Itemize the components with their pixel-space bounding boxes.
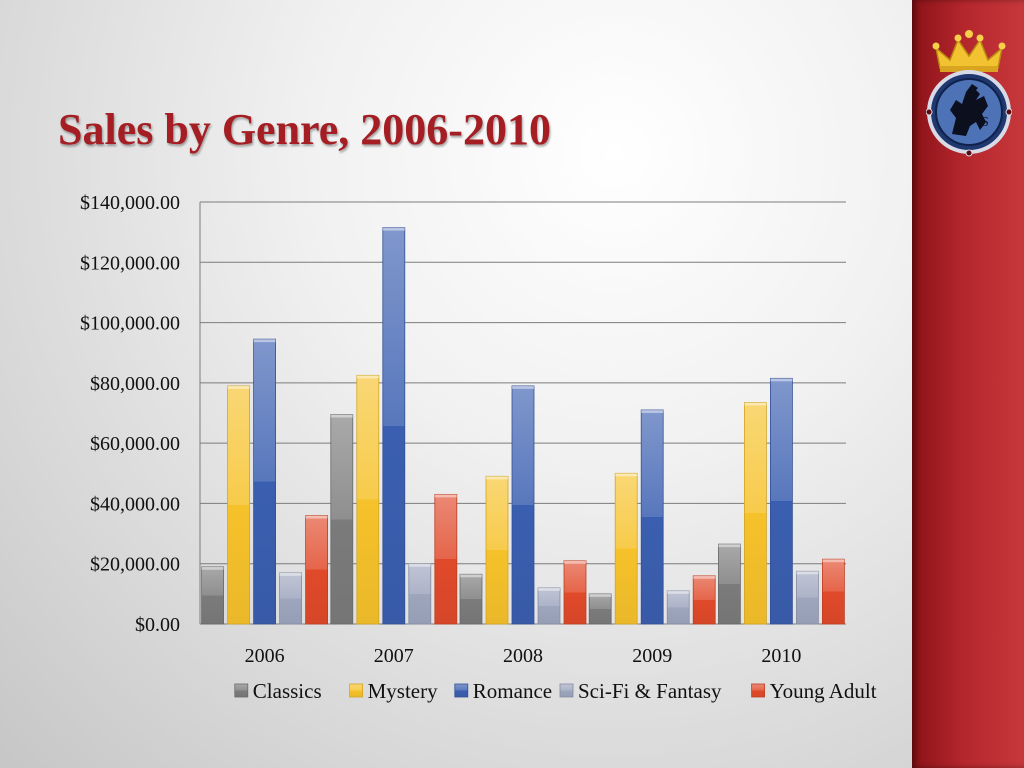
legend-swatch — [349, 683, 364, 698]
bar-young-adult-2007 — [434, 493, 458, 625]
x-tick-label: 2008 — [503, 645, 543, 667]
bar-classics-2008 — [459, 573, 483, 625]
legend-label: Sci-Fi & Fantasy — [578, 679, 722, 703]
bar-sci-fi-fantasy-2007 — [408, 563, 432, 625]
bar-highlight — [564, 560, 586, 564]
bar-highlight — [279, 572, 302, 576]
bar-highlight — [641, 409, 664, 413]
bar-highlight — [227, 385, 250, 389]
bar-romance-2006 — [253, 338, 277, 625]
legend-item-mystery: Mystery — [349, 679, 438, 703]
legend-swatch — [751, 683, 765, 698]
legend-swatch — [559, 683, 574, 698]
x-tick-label: 2009 — [632, 645, 672, 667]
bar-highlight — [770, 378, 793, 382]
legend-item-romance: Romance — [454, 679, 552, 703]
bar-highlight — [693, 575, 716, 579]
bar-highlight — [486, 476, 508, 480]
x-tick-label: 2007 — [374, 645, 414, 667]
bar-highlight — [434, 494, 457, 498]
bar-highlight — [667, 590, 690, 594]
slide: Sales by Genre, 2006-2010 $0.00 $20,000.0… — [58, 105, 877, 703]
griffin-crest-icon: S — [926, 30, 1012, 157]
bar-highlight — [330, 414, 353, 418]
bar-sci-fi-fantasy-2009 — [666, 590, 690, 625]
y-tick-label: $120,000.00 — [80, 252, 180, 274]
svg-text:S: S — [981, 115, 989, 130]
bar-classics-2010 — [718, 543, 741, 625]
bar-highlight — [512, 385, 534, 389]
legend-item-young-adult: Young Adult — [751, 679, 877, 703]
y-tick-label: $80,000.00 — [90, 373, 180, 395]
bar-highlight — [538, 587, 560, 591]
bar-young-adult-2008 — [563, 560, 587, 625]
bar-highlight — [822, 559, 845, 563]
bar-mystery-2010 — [744, 402, 767, 625]
bar-highlight — [460, 574, 482, 578]
bar-highlight — [796, 571, 819, 575]
bar-highlight — [382, 227, 405, 231]
bar-mystery-2007 — [356, 374, 380, 625]
bar-romance-2010 — [770, 377, 793, 625]
bar-sci-fi-fantasy-2006 — [279, 572, 303, 625]
x-tick-label: 2010 — [761, 645, 801, 667]
bar-highlight — [744, 402, 767, 406]
bar-classics-2007 — [330, 414, 354, 625]
bar-chart: $0.00 $20,000.00 $40,000.00 $60,000.00 $80,0… — [80, 192, 877, 703]
bar-highlight — [718, 544, 741, 548]
legend-item-sci-fi-fantasy: Sci-Fi & Fantasy — [559, 679, 722, 703]
bar-highlight — [356, 375, 379, 379]
legend-item-classics: Classics — [234, 679, 322, 703]
bar-highlight — [201, 566, 224, 570]
legend-swatch — [234, 683, 249, 698]
bar-highlight — [408, 563, 431, 567]
legend-swatch — [454, 683, 469, 698]
sidebar-band: S — [912, 0, 1024, 768]
bar-sci-fi-fantasy-2008 — [537, 587, 561, 625]
crown-icon — [932, 30, 1006, 72]
legend-label: Classics — [253, 679, 322, 703]
y-tick-label: $60,000.00 — [90, 433, 180, 455]
bar-classics-2006 — [201, 566, 225, 625]
y-tick-label: $140,000.00 — [80, 192, 180, 214]
bar-highlight — [305, 515, 328, 519]
bar-young-adult-2006 — [305, 515, 329, 625]
y-tick-label: $20,000.00 — [90, 554, 180, 576]
legend-label: Mystery — [368, 679, 438, 703]
y-tick-label: $40,000.00 — [90, 493, 180, 515]
bar-sci-fi-fantasy-2010 — [796, 570, 819, 625]
bar-romance-2007 — [382, 227, 406, 625]
bar-mystery-2006 — [227, 385, 251, 625]
y-tick-label: $0.00 — [135, 614, 180, 636]
bar-young-adult-2009 — [692, 575, 716, 625]
bar-romance-2008 — [511, 385, 535, 625]
slide-title: Sales by Genre, 2006-2010 — [58, 105, 551, 154]
bar-young-adult-2010 — [822, 558, 845, 625]
bar-mystery-2008 — [485, 475, 509, 625]
bar-romance-2009 — [640, 409, 664, 625]
bar-classics-2009 — [588, 593, 612, 625]
bar-highlight — [253, 339, 276, 343]
legend-label: Romance — [473, 679, 552, 703]
legend-label: Young Adult — [770, 679, 877, 703]
x-tick-label: 2006 — [245, 645, 285, 667]
bar-highlight — [615, 473, 638, 477]
bar-mystery-2009 — [614, 472, 638, 625]
bar-highlight — [589, 593, 612, 597]
y-tick-label: $100,000.00 — [80, 313, 180, 335]
